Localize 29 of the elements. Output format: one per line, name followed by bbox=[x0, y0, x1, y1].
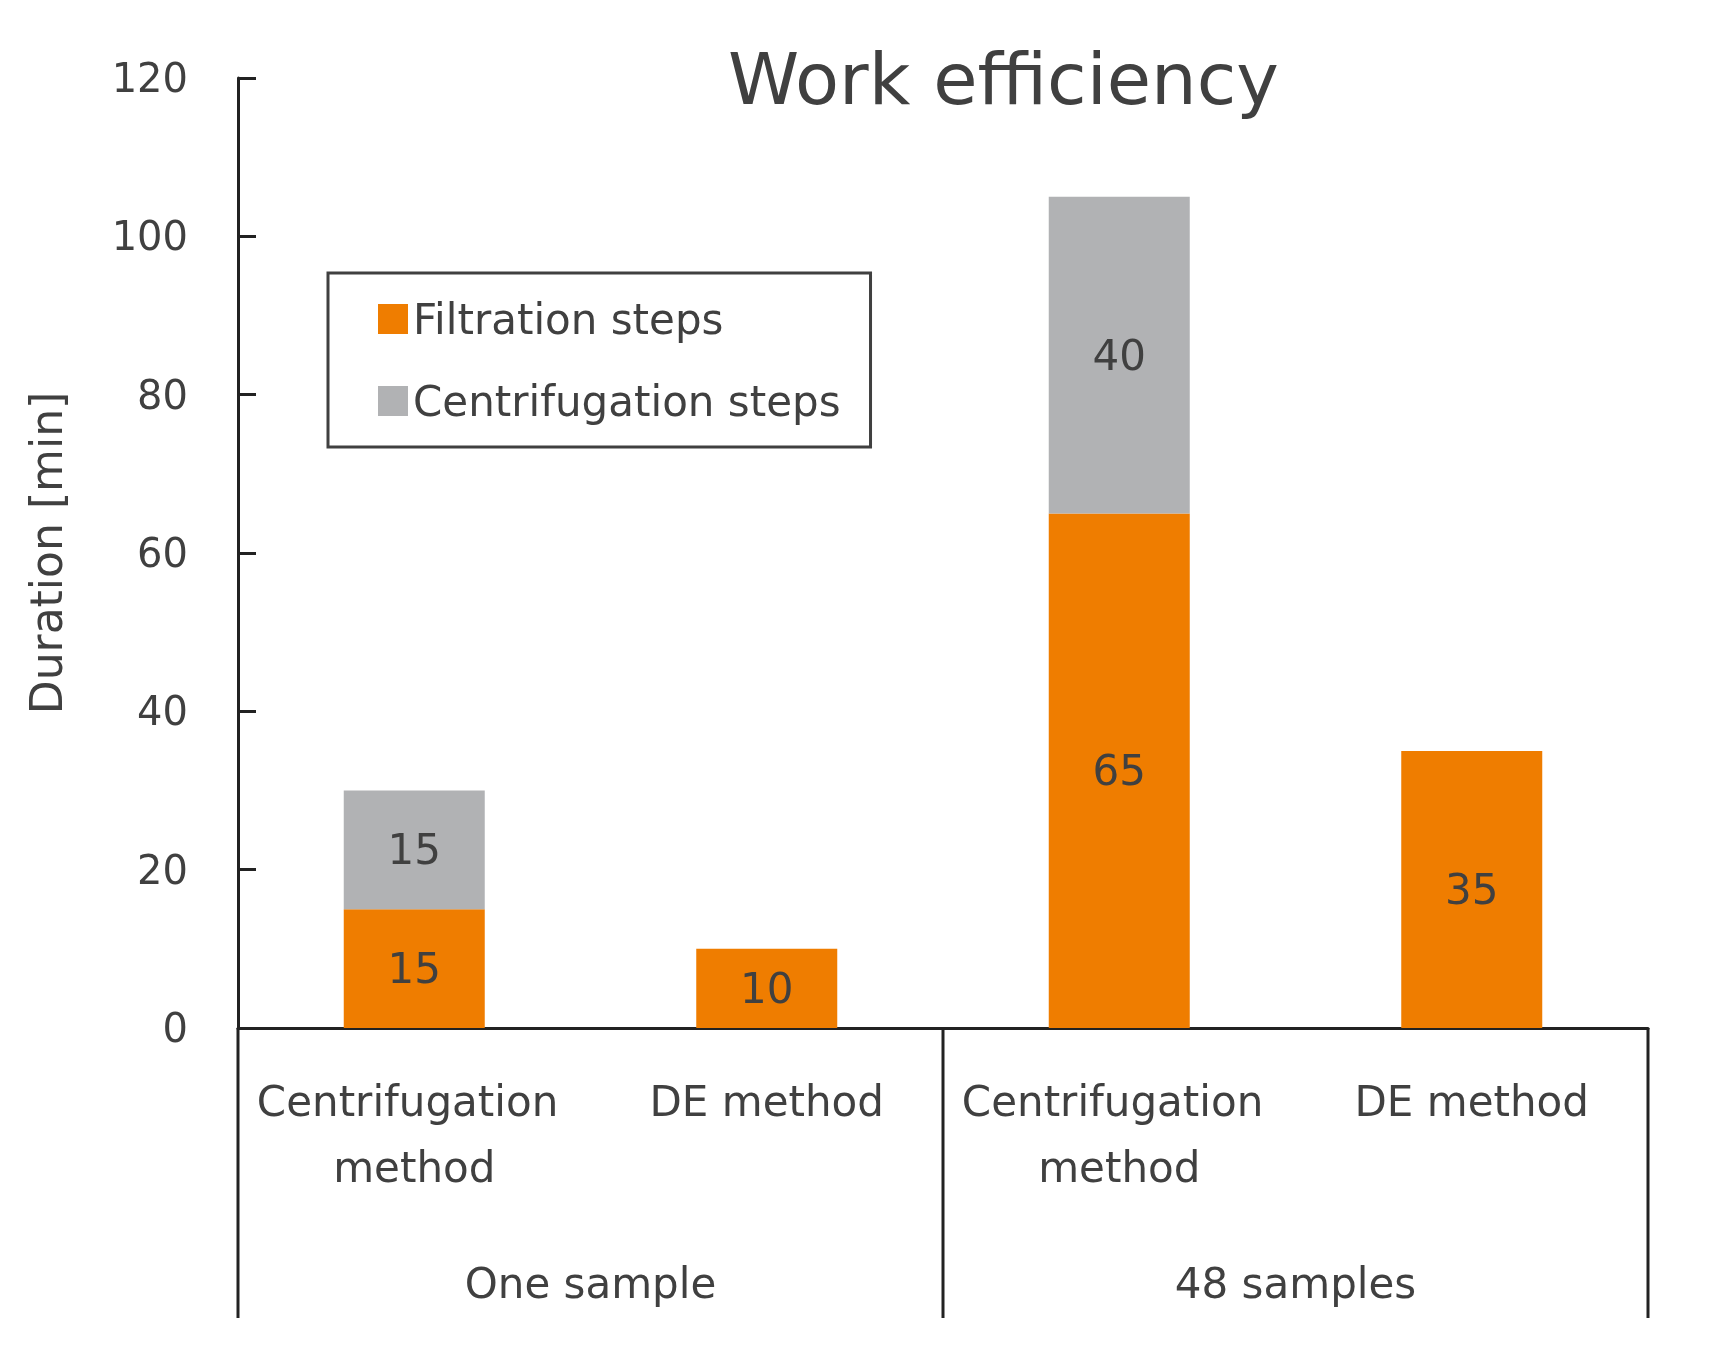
y-tick-label: 20 bbox=[137, 846, 188, 893]
y-axis-title: Duration [min] bbox=[20, 391, 72, 715]
bar bbox=[1048, 513, 1190, 1028]
bar bbox=[1048, 196, 1190, 514]
x-tick-label: Centrifugation method bbox=[961, 1076, 1277, 1192]
data-label: 40 bbox=[1092, 330, 1146, 380]
legend-label: Filtration steps bbox=[413, 294, 724, 344]
data-label: 65 bbox=[1092, 746, 1146, 796]
data-label: 10 bbox=[740, 963, 794, 1013]
legend-label: Centrifugation steps bbox=[413, 376, 841, 426]
data-label: 35 bbox=[1445, 864, 1499, 914]
data-label: 15 bbox=[387, 825, 441, 875]
bar bbox=[343, 909, 485, 1028]
x-tick-label: Centrifugation method bbox=[256, 1076, 572, 1192]
y-tick-label: 100 bbox=[111, 213, 188, 260]
y-tick-label: 0 bbox=[162, 1005, 188, 1051]
bar bbox=[696, 948, 838, 1028]
y-tick-label: 120 bbox=[111, 55, 188, 101]
bar bbox=[343, 790, 485, 910]
bar bbox=[1401, 750, 1543, 1028]
text: 48 samples bbox=[1174, 1258, 1417, 1308]
x-tick-label: DE method bbox=[1354, 1076, 1589, 1126]
data-label: 15 bbox=[387, 944, 441, 994]
y-tick-label: 80 bbox=[137, 371, 188, 418]
chart-title: Work efficiency bbox=[728, 37, 1279, 121]
y-tick-label: 40 bbox=[137, 688, 188, 735]
y-tick-label: 60 bbox=[137, 530, 188, 576]
x-tick-label: DE method bbox=[649, 1076, 884, 1126]
text: One sample bbox=[464, 1258, 717, 1308]
